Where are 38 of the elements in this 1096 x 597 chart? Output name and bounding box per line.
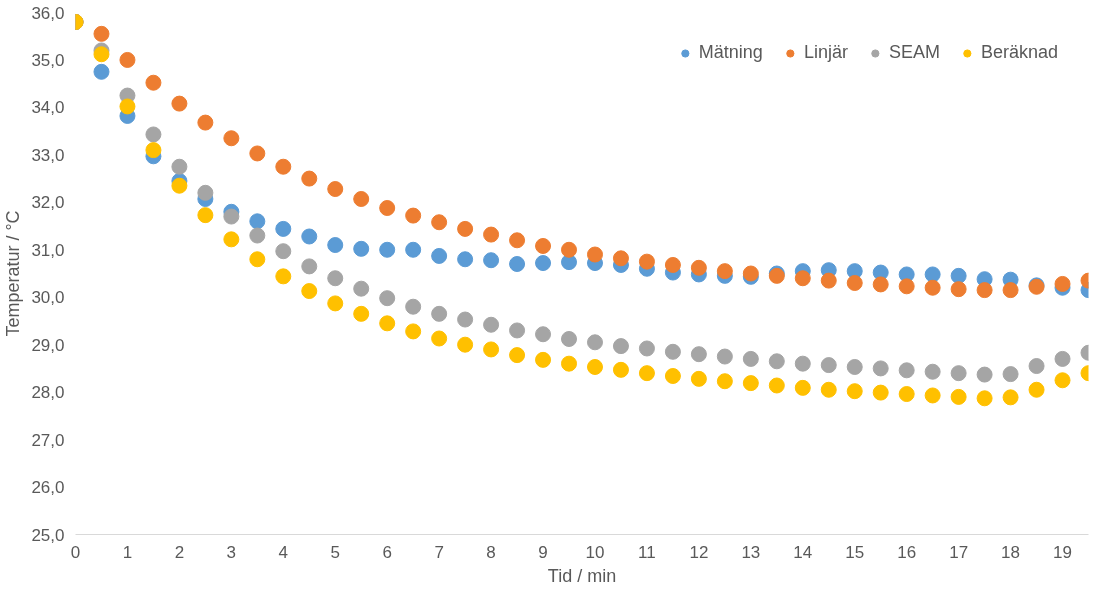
y-tick-label: 28,0: [31, 383, 65, 403]
y-tick-label: 32,0: [31, 193, 65, 213]
y-tick-label: 27,0: [31, 430, 65, 450]
y-tick-label: 25,0: [31, 525, 65, 545]
x-tick-label: 7: [434, 542, 444, 562]
x-tick-label: 16: [897, 542, 917, 562]
x-tick-label: 1: [122, 542, 133, 562]
legend-label: SEAM: [888, 42, 940, 63]
x-tick-label: 14: [793, 542, 813, 562]
x-tick-label: 18: [1001, 542, 1021, 562]
y-tick-label: 33,0: [31, 145, 65, 165]
x-tick-label: 4: [278, 542, 289, 562]
legend-label: Mätning: [698, 42, 763, 63]
x-tick-label: 12: [689, 542, 709, 562]
x-tick-label: 15: [845, 542, 865, 562]
x-axis-title: Tid / min: [547, 565, 617, 586]
y-tick-label: 31,0: [31, 240, 65, 260]
x-tick-label: 10: [585, 542, 605, 562]
x-tick-label: 9: [538, 542, 548, 562]
y-tick-label: 30,0: [31, 288, 65, 308]
y-tick-label: 35,0: [31, 50, 65, 70]
y-axis-title: Temperatur / °C: [3, 210, 24, 337]
x-tick-label: 6: [382, 542, 392, 562]
x-tick-label: 0: [70, 542, 81, 562]
x-tick-label: 8: [486, 542, 496, 562]
x-tick-label: 2: [174, 542, 185, 562]
x-tick-label: 13: [741, 542, 761, 562]
x-tick-label: 3: [226, 542, 237, 562]
x-tick-label: 11: [638, 542, 656, 562]
y-tick-label: 36,0: [31, 3, 65, 23]
x-tick-label: 17: [949, 542, 969, 562]
x-tick-label: 19: [1053, 542, 1072, 562]
y-tick-label: 29,0: [31, 335, 65, 355]
y-tick-label: 34,0: [31, 98, 65, 118]
legend-label: Linjär: [803, 42, 848, 63]
legend-label: Beräknad: [980, 42, 1058, 63]
x-tick-label: 5: [330, 542, 340, 562]
y-tick-label: 26,0: [31, 478, 65, 498]
